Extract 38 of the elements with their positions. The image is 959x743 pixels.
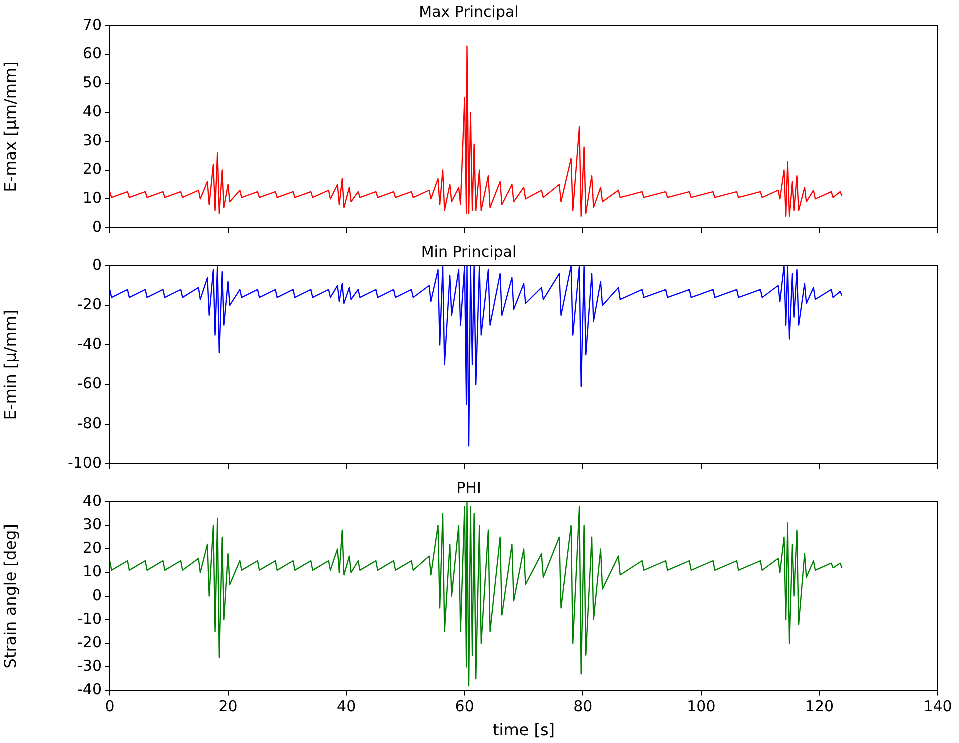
y-tick-label: 20 bbox=[82, 539, 102, 558]
y-axis-title: E-max [µm/mm] bbox=[0, 62, 20, 192]
x-tick-label: 100 bbox=[687, 698, 716, 716]
y-tick-label: -40 bbox=[78, 680, 102, 699]
x-tick-label: 0 bbox=[105, 698, 115, 716]
y-tick-label: -80 bbox=[78, 414, 102, 432]
y-tick-label: 40 bbox=[82, 102, 102, 120]
y-tick-label: 60 bbox=[82, 44, 102, 63]
y-tick-label: -20 bbox=[78, 295, 102, 314]
y-tick-label: 30 bbox=[82, 131, 102, 150]
y-tick-label: -60 bbox=[78, 374, 102, 393]
y-tick-label: -30 bbox=[78, 657, 102, 676]
y-tick-label: 0 bbox=[92, 256, 102, 274]
chart-title: Max Principal bbox=[419, 2, 519, 21]
y-tick-label: 20 bbox=[82, 160, 102, 178]
y-tick-label: 70 bbox=[82, 16, 102, 34]
x-tick-label: 20 bbox=[218, 698, 238, 716]
x-tick-label: 80 bbox=[574, 698, 593, 716]
x-tick-label: 120 bbox=[805, 698, 834, 716]
y-axis-title: E-min [µ/mm] bbox=[0, 310, 20, 420]
x-axis-title: time [s] bbox=[492, 720, 556, 740]
y-tick-label: -20 bbox=[78, 633, 102, 652]
y-tick-label: -40 bbox=[78, 335, 102, 354]
y-tick-label: 0 bbox=[92, 586, 102, 604]
x-tick-label: 140 bbox=[924, 698, 952, 716]
y-axis-title: Strain angle [deg] bbox=[0, 524, 20, 669]
x-tick-label: 60 bbox=[455, 698, 474, 716]
y-tick-label: 40 bbox=[82, 492, 102, 510]
chart-title: PHI bbox=[456, 478, 482, 497]
x-tick-label: 40 bbox=[337, 698, 356, 716]
y-tick-label: 10 bbox=[82, 189, 102, 208]
y-tick-label: 10 bbox=[82, 562, 102, 581]
y-tick-label: 0 bbox=[92, 218, 102, 236]
y-tick-label: -100 bbox=[68, 454, 102, 472]
chart-title: Min Principal bbox=[421, 242, 517, 261]
y-tick-label: -10 bbox=[78, 610, 102, 628]
y-tick-label: 50 bbox=[82, 74, 102, 92]
y-tick-label: 30 bbox=[82, 515, 102, 534]
